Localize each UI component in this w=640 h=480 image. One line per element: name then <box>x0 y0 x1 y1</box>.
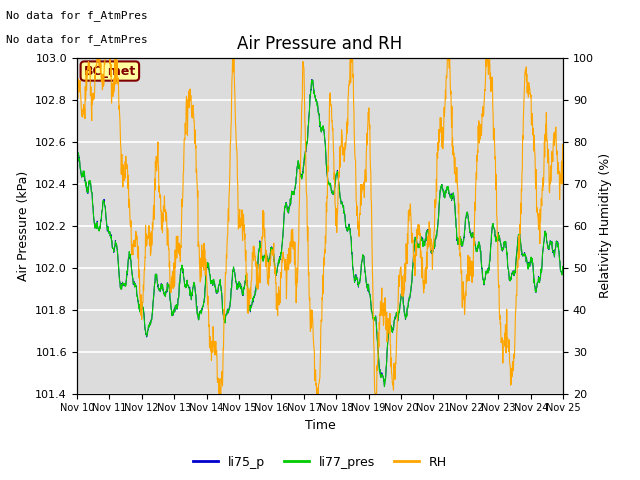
Y-axis label: Relativity Humidity (%): Relativity Humidity (%) <box>600 153 612 298</box>
X-axis label: Time: Time <box>305 419 335 432</box>
Y-axis label: Air Pressure (kPa): Air Pressure (kPa) <box>17 170 29 281</box>
Text: No data for f_AtmPres: No data for f_AtmPres <box>6 10 148 21</box>
Text: BC_met: BC_met <box>84 64 136 78</box>
Title: Air Pressure and RH: Air Pressure and RH <box>237 35 403 53</box>
Legend: li75_p, li77_pres, RH: li75_p, li77_pres, RH <box>188 451 452 474</box>
Text: No data for f_AtmPres: No data for f_AtmPres <box>6 34 148 45</box>
